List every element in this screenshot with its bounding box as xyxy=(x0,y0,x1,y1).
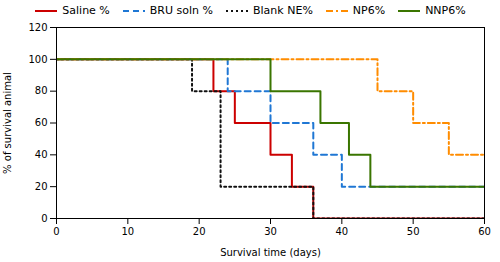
html-text:Saline %: Saline % xyxy=(62,4,110,17)
svg-text:30: 30 xyxy=(264,226,277,237)
html-text:NNP6%: NNP6% xyxy=(425,4,466,17)
svg-text:0: 0 xyxy=(53,226,59,237)
svg-text:80: 80 xyxy=(35,85,48,96)
svg-text:50: 50 xyxy=(407,226,420,237)
svg-text:100: 100 xyxy=(28,54,47,65)
html-text:NP6%: NP6% xyxy=(352,4,386,17)
html-text:Blank NE%: Blank NE% xyxy=(253,4,313,17)
svg-text:40: 40 xyxy=(35,149,48,160)
svg-text:Survival time (days): Survival time (days) xyxy=(220,247,321,258)
svg-text:60: 60 xyxy=(35,117,48,128)
svg-text:% of survival animal: % of survival animal xyxy=(2,72,13,174)
svg-text:10: 10 xyxy=(121,226,134,237)
svg-text:120: 120 xyxy=(28,22,47,33)
svg-text:40: 40 xyxy=(335,226,348,237)
svg-text:20: 20 xyxy=(193,226,206,237)
svg-text:0: 0 xyxy=(41,213,47,224)
html-text:BRU soln %: BRU soln % xyxy=(149,4,213,17)
svg-text:60: 60 xyxy=(478,226,491,237)
svg-text:20: 20 xyxy=(35,181,48,192)
